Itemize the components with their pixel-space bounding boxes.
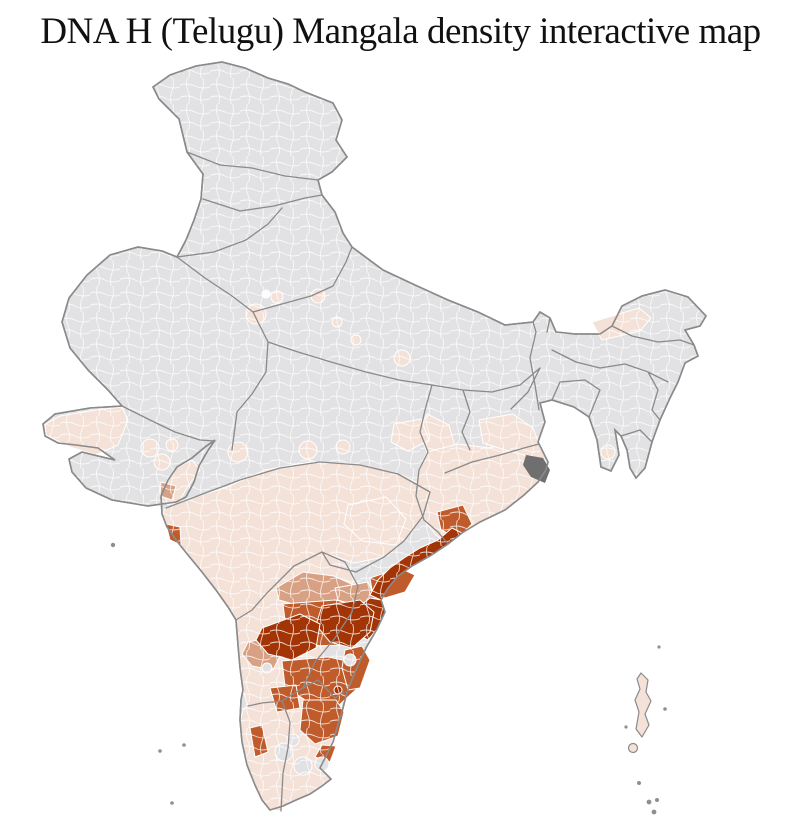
region-north-gujarat-patches[interactable] xyxy=(140,438,160,458)
region-lakshadweep-specks[interactable] xyxy=(170,801,174,805)
region-madhya-pradesh-patches[interactable] xyxy=(335,439,351,455)
region-north-gujarat-patches[interactable] xyxy=(165,438,179,452)
region-uttar-pradesh-patch[interactable] xyxy=(393,349,411,367)
region-island-specks[interactable] xyxy=(655,798,659,802)
region-delhi-district[interactable] xyxy=(261,289,271,299)
region-north-india-patches[interactable] xyxy=(331,316,343,328)
region-hyderabad-urban[interactable] xyxy=(343,653,357,667)
region-north-india-patches[interactable] xyxy=(245,303,267,325)
region-lakshadweep-specks[interactable] xyxy=(158,749,162,753)
islands xyxy=(110,542,667,815)
region-island-specks[interactable] xyxy=(624,725,628,729)
region-north-india-patches[interactable] xyxy=(350,334,362,346)
region-andaman-islands[interactable] xyxy=(627,742,639,754)
region-tripura-patch[interactable] xyxy=(600,444,616,460)
region-diu-speck[interactable] xyxy=(110,542,116,548)
region-north-india-patches[interactable] xyxy=(270,290,284,304)
state-borders xyxy=(121,151,695,812)
region-india-base[interactable] xyxy=(42,61,707,811)
region-island-specks[interactable] xyxy=(657,645,661,649)
region-madhya-pradesh-patches[interactable] xyxy=(227,441,249,463)
region-lakshadweep-specks[interactable] xyxy=(182,743,186,747)
region-north-gujarat-patches[interactable] xyxy=(153,453,171,471)
region-island-specks[interactable] xyxy=(663,707,667,711)
region-island-specks[interactable] xyxy=(637,781,641,785)
region-sundarbans-delta[interactable] xyxy=(523,455,550,483)
region-island-specks[interactable] xyxy=(646,799,652,805)
map-title: DNA H (Telugu) Mangala density interacti… xyxy=(40,11,761,52)
region-madhya-pradesh-patches[interactable] xyxy=(298,440,318,460)
region-island-specks[interactable] xyxy=(651,809,657,815)
region-central-tamil-nadu-patches[interactable] xyxy=(293,756,313,776)
region-andaman-islands[interactable] xyxy=(634,672,652,738)
region-bangalore-urban[interactable] xyxy=(261,662,273,674)
region-chennai-district[interactable] xyxy=(333,685,343,695)
region-mumbai-thane[interactable] xyxy=(165,523,182,546)
